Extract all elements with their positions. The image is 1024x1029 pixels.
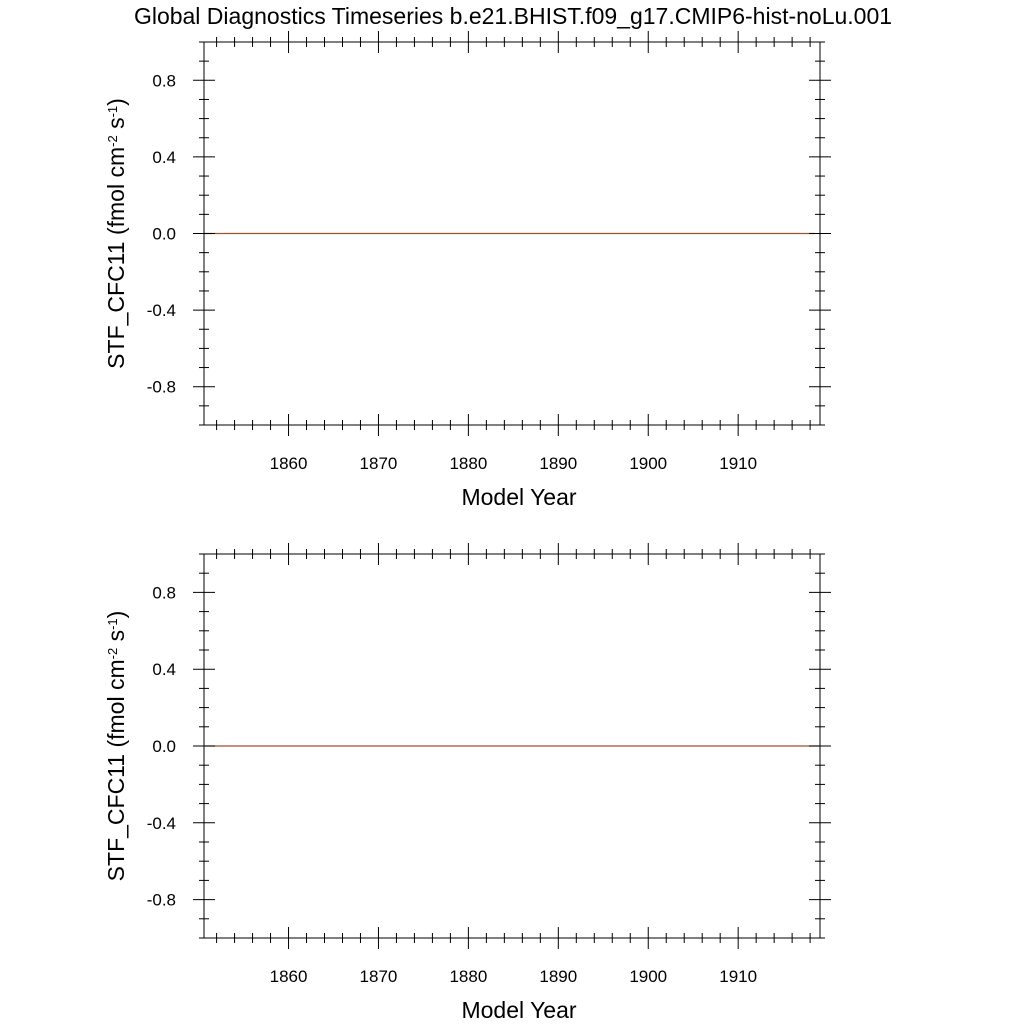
- x-tick-label: 1900: [629, 454, 667, 473]
- panel-1: 1860 1870 1880 1890 1900 1910 -0.8 -0.4 0.0 0.4 0.…: [103, 31, 831, 510]
- y-axis-title-part: s: [103, 117, 129, 135]
- x-tick-label: 1890: [539, 967, 577, 986]
- plots: 1860 1870 1880 1890 1900 1910 -0.8 -0.4 0.0 0.4 0.…: [103, 31, 831, 1023]
- x-tick-label: 1910: [719, 967, 757, 986]
- y-tick-label: -0.4: [147, 301, 176, 320]
- y-axis-title-part: ): [103, 611, 129, 619]
- y-tick-label: -0.8: [147, 891, 176, 910]
- y-tick-label: 0.8: [152, 71, 176, 90]
- y-tick-label: 0.4: [152, 660, 176, 679]
- x-tick-label: 1870: [360, 454, 398, 473]
- y-axis-title-superscript: -1: [105, 106, 120, 118]
- y-tick-label: -0.8: [147, 378, 176, 397]
- figure-title: Global Diagnostics Timeseries b.e21.BHIS…: [134, 3, 892, 29]
- y-axis-title: STF_CFC11 (fmol cm-2 s-1): [103, 98, 129, 369]
- x-tick-label: 1880: [449, 967, 487, 986]
- x-tick-label: 1880: [449, 454, 487, 473]
- y-axis-title-part: STF_CFC11 (fmol cm: [103, 659, 129, 881]
- y-axis-title-part: ): [103, 98, 129, 106]
- y-axis-title-superscript: -1: [105, 618, 120, 630]
- y-tick-label: 0.0: [152, 737, 176, 756]
- x-tick-label: 1860: [270, 454, 308, 473]
- x-tick-label: 1860: [270, 967, 308, 986]
- y-axis-title: STF_CFC11 (fmol cm-2 s-1): [103, 611, 129, 882]
- y-axis-title-part: s: [103, 630, 129, 648]
- y-axis-title-superscript: -2: [105, 135, 120, 147]
- x-axis-title: Model Year: [461, 484, 576, 510]
- x-tick-label: 1890: [539, 454, 577, 473]
- y-tick-label: 0.4: [152, 148, 176, 167]
- y-axis-title-superscript: -2: [105, 648, 120, 660]
- panel-2: 1860 1870 1880 1890 1900 1910 -0.8 -0.4 0.0 0.4 0.…: [103, 543, 831, 1023]
- y-tick-label: 0.0: [152, 225, 176, 244]
- x-tick-label: 1910: [719, 454, 757, 473]
- x-tick-label: 1870: [360, 967, 398, 986]
- x-tick-label: 1900: [629, 967, 667, 986]
- x-axis-title: Model Year: [461, 997, 576, 1023]
- y-tick-label: -0.4: [147, 814, 176, 833]
- y-tick-label: 0.8: [152, 583, 176, 602]
- y-axis-title-part: STF_CFC11 (fmol cm: [103, 147, 129, 369]
